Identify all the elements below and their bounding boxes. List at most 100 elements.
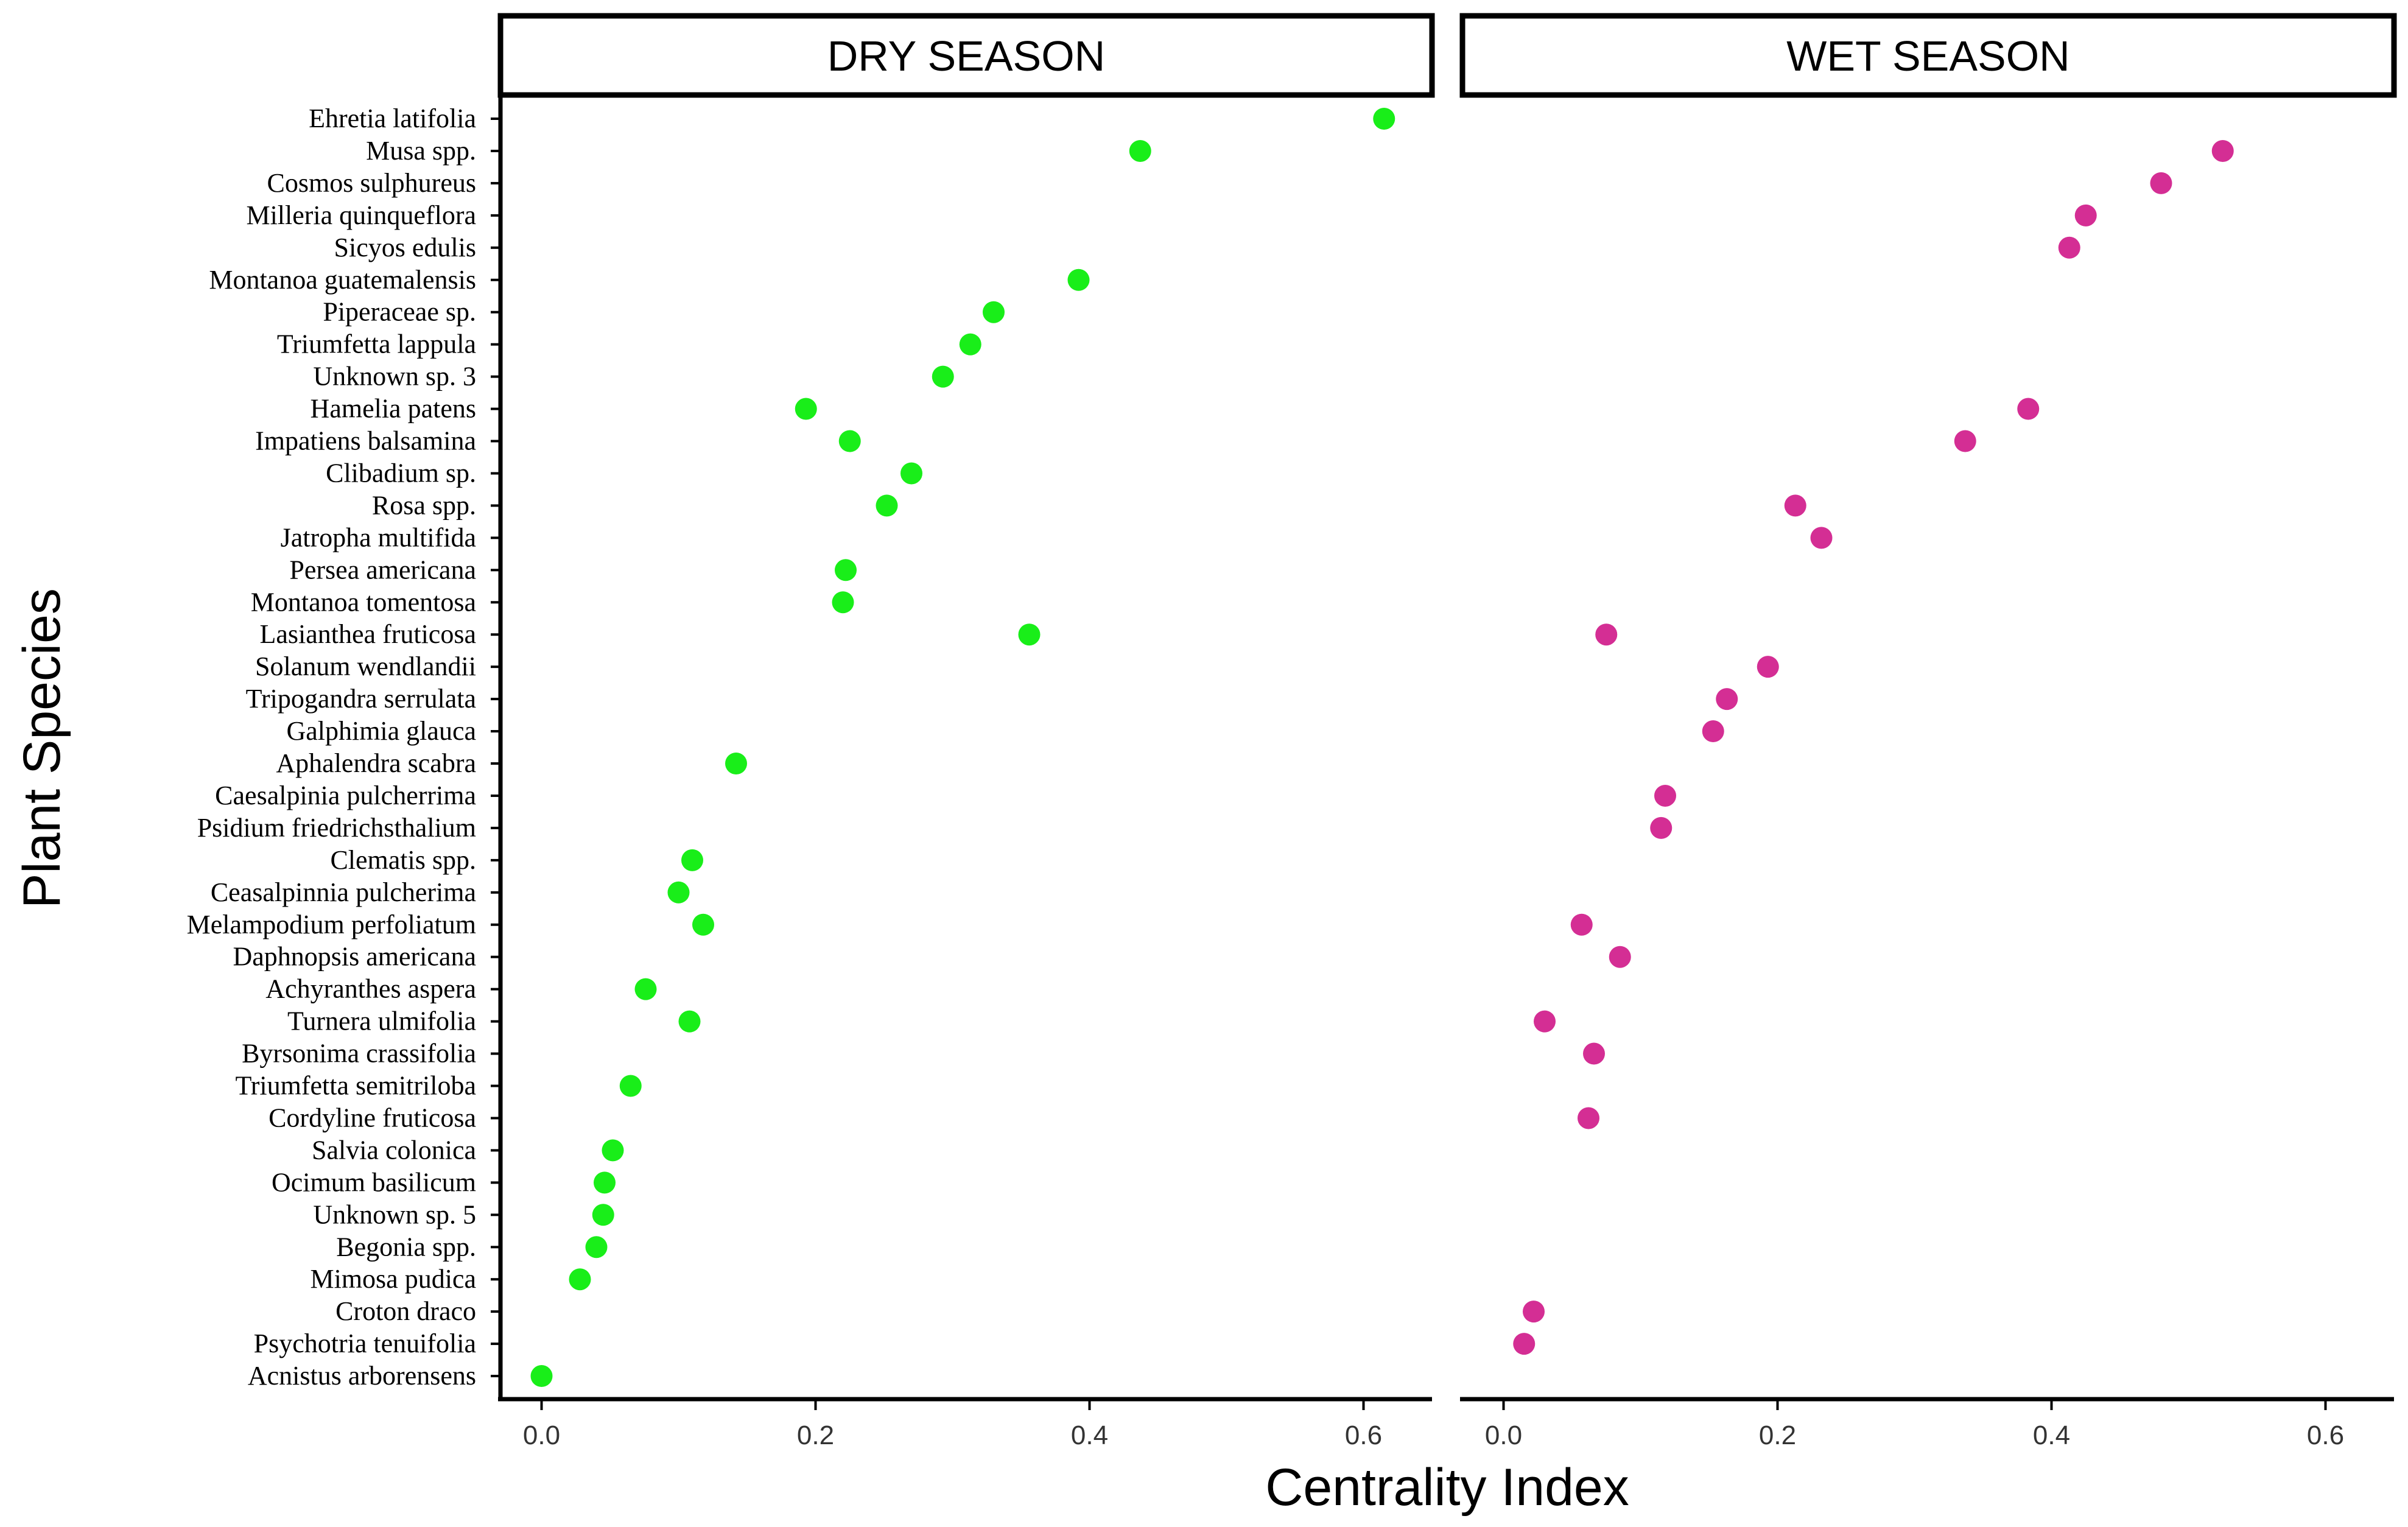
data-point bbox=[1067, 269, 1090, 291]
data-point bbox=[1373, 108, 1395, 130]
species-label: Acnistus arborensens bbox=[248, 1361, 476, 1391]
species-label: Mimosa pudica bbox=[310, 1264, 476, 1294]
data-point bbox=[678, 1010, 701, 1033]
species-label: Tripogandra serrulata bbox=[246, 684, 476, 714]
species-label: Hamelia patens bbox=[311, 394, 476, 424]
x-tick-label: 0.0 bbox=[523, 1420, 560, 1450]
species-label: Clematis spp. bbox=[330, 845, 476, 875]
species-label: Milleria quinqueflora bbox=[246, 200, 476, 230]
data-point bbox=[1523, 1301, 1545, 1323]
species-label: Piperaceae sp. bbox=[323, 297, 476, 327]
data-point bbox=[1513, 1333, 1536, 1355]
x-tick-label: 0.6 bbox=[2307, 1420, 2344, 1450]
data-point bbox=[1609, 946, 1631, 968]
data-point bbox=[592, 1204, 614, 1226]
x-tick-label: 0.4 bbox=[1071, 1420, 1108, 1450]
data-point bbox=[1810, 527, 1833, 549]
panel-dry-season: DRY SEASON 0.0 0.2 0.4 0.6 bbox=[497, 13, 1435, 1450]
data-point bbox=[2017, 398, 2040, 420]
data-point bbox=[725, 753, 747, 774]
data-point bbox=[585, 1236, 608, 1258]
x-tick-label: 0.0 bbox=[1485, 1420, 1522, 1450]
species-label: Unknown sp. 3 bbox=[313, 362, 476, 391]
data-point bbox=[1702, 720, 1724, 743]
data-point bbox=[795, 398, 817, 420]
species-label: Psychotria tenuifolia bbox=[254, 1329, 476, 1358]
data-point bbox=[1129, 139, 1151, 162]
data-point bbox=[2058, 236, 2080, 259]
data-point bbox=[1954, 430, 1976, 452]
species-label: Ocimum basilicum bbox=[272, 1167, 476, 1197]
data-point bbox=[1716, 688, 1738, 711]
y-tick-labels: Ehretia latifolia Musa spp.Cosmos sulphur… bbox=[187, 104, 476, 1391]
data-point bbox=[1018, 623, 1041, 646]
data-point bbox=[838, 430, 861, 452]
data-point bbox=[530, 1365, 553, 1388]
data-point bbox=[1578, 1107, 1599, 1129]
data-point bbox=[602, 1139, 624, 1162]
strip-label-wet-season: WET SEASON bbox=[1786, 32, 2069, 80]
species-label: Psidium friedrichsthalium bbox=[197, 813, 476, 843]
data-point bbox=[681, 849, 703, 871]
species-label: Musa spp. bbox=[366, 136, 476, 166]
data-point bbox=[900, 462, 922, 485]
species-label: Montanoa tomentosa bbox=[251, 587, 476, 617]
species-label: Lasianthea fruticosa bbox=[259, 619, 476, 649]
species-label: Rosa spp. bbox=[372, 490, 476, 520]
strip-dry-season bbox=[497, 13, 1435, 98]
data-point bbox=[1650, 816, 1673, 839]
species-label: Melampodium perfoliatum bbox=[187, 910, 476, 939]
data-point bbox=[932, 365, 954, 388]
strip-label-dry-season: DRY SEASON bbox=[827, 32, 1105, 80]
species-label: Begonia spp. bbox=[336, 1232, 476, 1262]
species-label: Clibadium sp. bbox=[326, 458, 476, 488]
data-point bbox=[692, 913, 714, 936]
x-tick-label: 0.2 bbox=[797, 1420, 834, 1450]
data-point bbox=[1534, 1010, 1556, 1033]
x-tick-label: 0.2 bbox=[1759, 1420, 1796, 1450]
data-point bbox=[2150, 172, 2172, 194]
x-tick-label: 0.6 bbox=[1345, 1420, 1382, 1450]
data-point bbox=[1784, 494, 1806, 517]
species-label: Salvia colonica bbox=[312, 1135, 476, 1165]
data-point bbox=[594, 1171, 616, 1194]
panel-wet-season: WET SEASON 0.0 0.2 0.4 0.6 bbox=[1459, 13, 2397, 1450]
data-point bbox=[1583, 1042, 1605, 1065]
species-label: Impatiens balsamina bbox=[255, 426, 476, 456]
data-point bbox=[832, 591, 854, 614]
data-point bbox=[1595, 623, 1618, 646]
species-label: Montanoa guatemalensis bbox=[209, 265, 476, 295]
data-point bbox=[619, 1075, 642, 1097]
species-label: Ceasalpinnia pulcherima bbox=[211, 877, 476, 907]
data-point bbox=[959, 333, 981, 356]
species-label: Ehretia latifolia bbox=[309, 104, 476, 133]
data-point bbox=[1757, 656, 1779, 678]
data-point bbox=[569, 1268, 591, 1291]
species-label: Sicyos edulis bbox=[334, 233, 476, 262]
species-label: Aphalendra scabra bbox=[276, 748, 476, 778]
y-axis-title: Plant Species bbox=[13, 588, 71, 908]
data-point bbox=[667, 881, 690, 904]
species-label: Daphnopsis americana bbox=[233, 942, 476, 972]
species-label: Unknown sp. 5 bbox=[313, 1199, 476, 1229]
species-label: Triumfetta semitriloba bbox=[235, 1071, 476, 1101]
species-label: Persea americana bbox=[289, 555, 476, 584]
species-label: Achyranthes aspera bbox=[265, 974, 476, 1004]
data-point bbox=[835, 559, 857, 581]
species-label: Galphimia glauca bbox=[286, 716, 476, 746]
species-label: Caesalpinia pulcherrima bbox=[215, 781, 476, 810]
strip-wet-season bbox=[1459, 13, 2397, 98]
species-label: Byrsonima crassifolia bbox=[242, 1039, 476, 1069]
data-point bbox=[876, 494, 898, 517]
species-label: Turnera ulmifolia bbox=[287, 1006, 476, 1036]
species-label: Jatropha multifida bbox=[281, 522, 476, 552]
data-point bbox=[2074, 204, 2097, 226]
species-label: Solanum wendlandii bbox=[255, 651, 476, 681]
data-point bbox=[1654, 784, 1676, 807]
y-ticks bbox=[491, 118, 500, 1378]
data-point bbox=[983, 301, 1005, 323]
x-axis-title: Centrality Index bbox=[1265, 1458, 1629, 1517]
species-label: Cordyline fruticosa bbox=[269, 1103, 476, 1132]
species-label: Triumfetta lappula bbox=[277, 329, 476, 359]
species-label: Cosmos sulphureus bbox=[267, 168, 476, 198]
